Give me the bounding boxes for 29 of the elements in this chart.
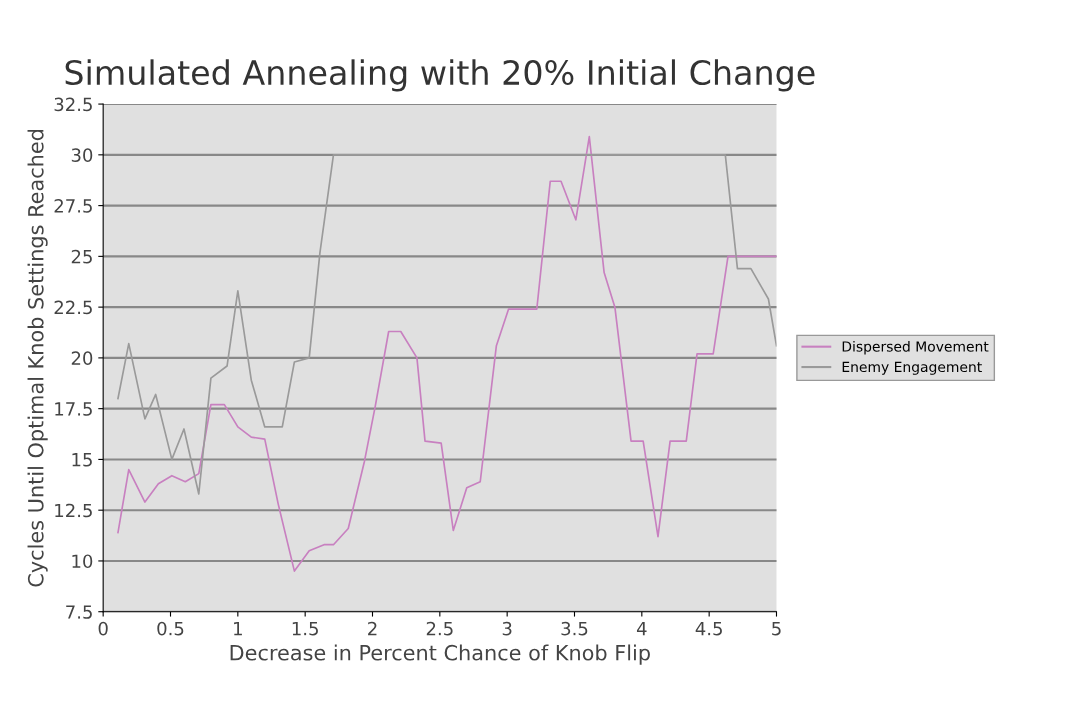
y-tick-label: 27.5 [54, 199, 92, 213]
y-tick-label: 15 [72, 453, 92, 467]
y-tick-label: 17.5 [55, 402, 92, 416]
x-tick-label: 3.5 [561, 621, 588, 636]
x-tick-label: 3 [502, 621, 512, 636]
y-tick-label: 22.5 [54, 300, 92, 315]
y-tick-label: 20 [71, 351, 93, 366]
y-tick-label: 7.5 [66, 605, 92, 619]
x-tick-label: 5 [772, 621, 781, 636]
y-axis-title: Cycles Until Optimal Knob Settings Reached [27, 129, 48, 587]
legend-label: Dispersed Movement [842, 340, 989, 355]
x-tick-label: 2 [368, 621, 377, 636]
chart-title: Simulated Annealing with 20% Initial Change [65, 59, 815, 92]
y-tick-label: 32.5 [54, 97, 92, 112]
line-series [117, 135, 777, 572]
y-tick-label: 12.5 [55, 503, 92, 518]
x-axis-title: Decrease in Percent Chance of Knob Flip [230, 644, 650, 665]
legend-label: Enemy Engagement [842, 361, 982, 375]
y-tick-label: 10 [72, 554, 93, 569]
x-tick-label: 1.5 [292, 621, 318, 636]
line-series [117, 154, 777, 495]
x-tick-label: 0.5 [157, 621, 184, 636]
y-tick-label: 30 [71, 148, 93, 162]
x-tick-label: 4.5 [695, 621, 722, 636]
x-tick-label: 2.5 [426, 621, 453, 636]
x-tick-label: 1 [234, 621, 242, 636]
x-tick-label: 4 [636, 621, 647, 636]
y-tick-label: 25 [71, 249, 92, 264]
x-tick-label: 0 [98, 621, 108, 636]
